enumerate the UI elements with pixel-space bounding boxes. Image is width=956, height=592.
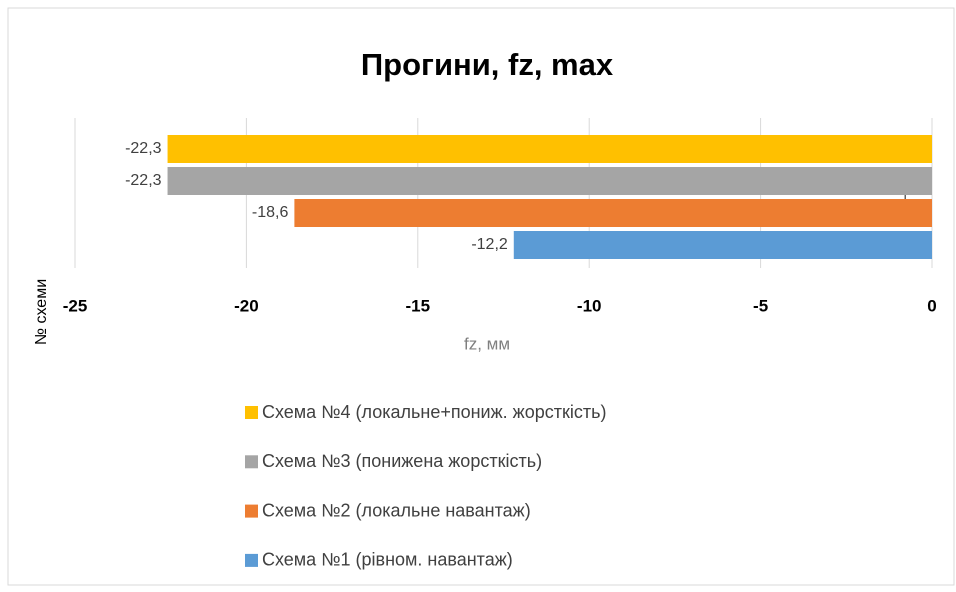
x-tick-label: -10 — [577, 296, 602, 315]
x-axis-title: fz, мм — [464, 334, 510, 353]
chart-title: Прогини, fz, max — [361, 47, 614, 82]
bar — [294, 199, 933, 227]
chart-frame — [7, 7, 955, 586]
legend-swatch — [245, 504, 258, 518]
legend-label: Схема №3 (понижена жорсткість) — [262, 451, 542, 471]
legend-label: Схема №1 (рівном. навантаж) — [262, 550, 513, 570]
x-tick-label: -25 — [63, 296, 88, 315]
x-tick-label: -20 — [234, 296, 259, 315]
x-tick-label: 0 — [927, 296, 936, 315]
legend-swatch — [245, 406, 258, 419]
legend-swatch — [245, 455, 258, 469]
legend-label: Схема №2 (локальне навантаж) — [262, 500, 531, 520]
legend-swatch — [245, 553, 258, 567]
x-tick-label: -5 — [753, 296, 768, 315]
data-label: -22,3 — [125, 140, 162, 157]
data-label: -12,2 — [471, 236, 508, 253]
y-tick-label: 1 — [901, 188, 910, 205]
y-axis-title: № схеми — [33, 279, 50, 345]
data-label: -18,6 — [252, 204, 289, 221]
data-label: -22,3 — [125, 172, 162, 189]
bar — [513, 231, 932, 259]
bar — [167, 167, 932, 195]
x-tick-label: -15 — [406, 296, 431, 315]
bar — [167, 135, 932, 163]
legend-label: Схема №4 (локальне+пониж. жорсткість) — [262, 402, 606, 422]
